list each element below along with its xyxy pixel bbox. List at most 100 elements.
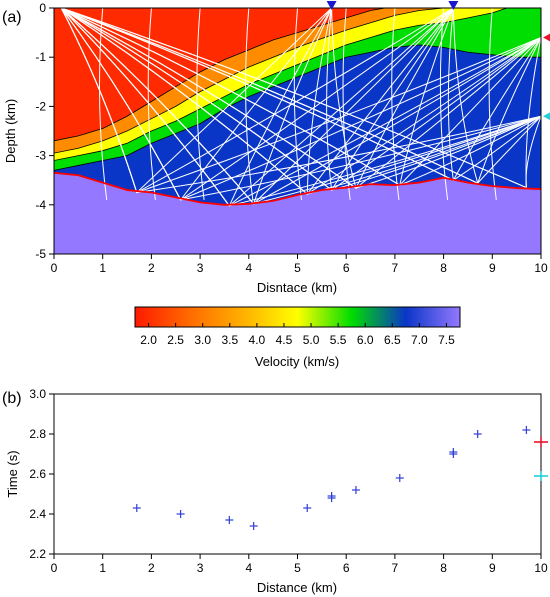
velocity-layer-2 (54, 8, 541, 142)
travel-time-point (395, 474, 404, 482)
ray-path (61, 8, 541, 191)
moho-line (54, 171, 541, 206)
wavefront-line (342, 8, 351, 200)
ray-path (61, 8, 541, 189)
y-tick-label-b: 2.2 (29, 547, 46, 561)
x-tick-label-a: 8 (440, 261, 447, 275)
x-tick-label-b: 2 (148, 561, 155, 575)
colorbar-tick-label: 4.0 (249, 333, 266, 347)
colorbar-tick-label: 5.0 (303, 333, 320, 347)
y-tick-label-a: -2 (35, 99, 46, 113)
x-tick-label-b: 6 (343, 561, 350, 575)
x-tick-label-b: 4 (245, 561, 252, 575)
velocity-layers (54, 8, 541, 254)
x-tick-label-a: 7 (392, 261, 399, 275)
velocity-model-panel: 0 1 2 3 4 5 6 7 8 9 10 0 -1 -2 -3 -4 -5 Disntace (km) De… (3, 1, 550, 295)
y-tick-label-a: -3 (35, 149, 46, 163)
x-tick-label-b: 5 (294, 561, 301, 575)
x-tick-label-b: 3 (197, 561, 204, 575)
colorbar-title: Velocity (km/s) (255, 354, 340, 369)
colorbar-tick-label: 3.5 (221, 333, 238, 347)
y-tick-label-a: 0 (39, 1, 46, 15)
ray-path (61, 8, 541, 189)
x-tick-label-a: 6 (343, 261, 350, 275)
travel-time-point (303, 504, 312, 512)
y-tick-label-b: 2.4 (29, 507, 46, 521)
receiver-marker (326, 1, 337, 10)
y-tick-label-b: 3.0 (29, 387, 46, 401)
wavefront-line (488, 8, 497, 200)
x-tick-label-a: 1 (99, 261, 106, 275)
receiver-marker (543, 33, 550, 42)
y-tick-label-a: -1 (35, 50, 46, 64)
panel-a-label: (a) (2, 9, 22, 26)
ray-path (61, 8, 541, 181)
travel-time-point (327, 492, 336, 500)
travel-time-point (351, 486, 360, 494)
colorbar-tick-label: 7.0 (411, 333, 428, 347)
y-tick-label-b: 2.8 (29, 427, 46, 441)
y-tick-label-a: -5 (35, 247, 46, 261)
travel-time-panel: 0 1 2 3 4 5 6 7 8 9 10 2.2 2.4 2.6 2.8 3.0 Distance (km… (5, 387, 548, 595)
y-axis-a-title: Depth (km) (3, 99, 18, 163)
edge-marker (534, 437, 548, 447)
colorbar-tick-label: 2.0 (140, 333, 157, 347)
wavefront-line (196, 8, 205, 200)
receiver-markers (326, 1, 550, 121)
travel-time-points (132, 426, 531, 530)
y-tick-label-b: 2.6 (29, 467, 46, 481)
wavefront-line (391, 8, 400, 200)
x-tick-label-b: 10 (534, 561, 548, 575)
travel-time-point (225, 516, 234, 524)
travel-time-point (449, 448, 458, 456)
wavefront-line (99, 8, 108, 200)
colorbar-ticks: 2.0 2.5 3.0 3.5 4.0 4.5 5.0 5.5 6.0 6.5 7.0 7.5 (140, 323, 455, 347)
ray-path (61, 8, 541, 184)
colorbar-tick-label: 6.5 (384, 333, 401, 347)
wavefront-line (293, 8, 302, 200)
velocity-colorbar: 2.0 2.5 3.0 3.5 4.0 4.5 5.0 5.5 6.0 6.5 7.0 7.5 Vel… (134, 306, 461, 369)
colorbar-tick-label: 6.0 (357, 333, 374, 347)
y-axis-b-title: Time (s) (5, 450, 20, 497)
colorbar-gradient (134, 306, 461, 328)
colorbar-tick-label: 2.5 (167, 333, 184, 347)
x-tick-label-b: 0 (51, 561, 58, 575)
travel-time-point (522, 426, 531, 434)
ray-path (61, 8, 541, 186)
panel-b-label: (b) (2, 390, 22, 407)
right-edge-markers (534, 437, 548, 481)
x-tick-label-a: 5 (294, 261, 301, 275)
travel-time-point (132, 504, 141, 512)
axis-a-ticks: 0 1 2 3 4 5 6 7 8 9 10 0 -1 -2 -3 -4 -5 (35, 1, 548, 275)
colorbar-tick-label: 3.0 (194, 333, 211, 347)
receiver-marker (448, 1, 459, 10)
colorbar-tick-label: 7.5 (438, 333, 455, 347)
x-tick-label-a: 9 (489, 261, 496, 275)
x-tick-label-b: 9 (489, 561, 496, 575)
ray-path (60, 8, 541, 201)
ray-path (60, 8, 541, 207)
x-tick-label-b: 1 (99, 561, 106, 575)
x-tick-label-a: 0 (51, 261, 58, 275)
y-tick-label-a: -4 (35, 198, 46, 212)
travel-time-point (473, 430, 482, 438)
x-tick-label-a: 10 (534, 261, 548, 275)
plot-b-frame (53, 393, 542, 555)
x-tick-label-b: 8 (440, 561, 447, 575)
colorbar-tick-label: 4.5 (276, 333, 293, 347)
moho-interface (54, 171, 541, 206)
wavefront-line (147, 8, 156, 200)
x-tick-label-a: 4 (245, 261, 252, 275)
edge-marker (534, 471, 548, 481)
x-tick-label-b: 7 (392, 561, 399, 575)
receiver-marker (543, 112, 550, 121)
x-tick-label-a: 3 (197, 261, 204, 275)
colorbar-tick-label: 5.5 (330, 333, 347, 347)
wavefront-line (245, 8, 254, 200)
x-tick-label-a: 2 (148, 261, 155, 275)
travel-time-point (176, 510, 185, 518)
axis-b-ticks: 0 1 2 3 4 5 6 7 8 9 10 2.2 2.4 2.6 2.8 3.0 (29, 387, 548, 575)
x-axis-a-title: Disntace (km) (257, 280, 337, 295)
travel-time-point (249, 522, 258, 530)
